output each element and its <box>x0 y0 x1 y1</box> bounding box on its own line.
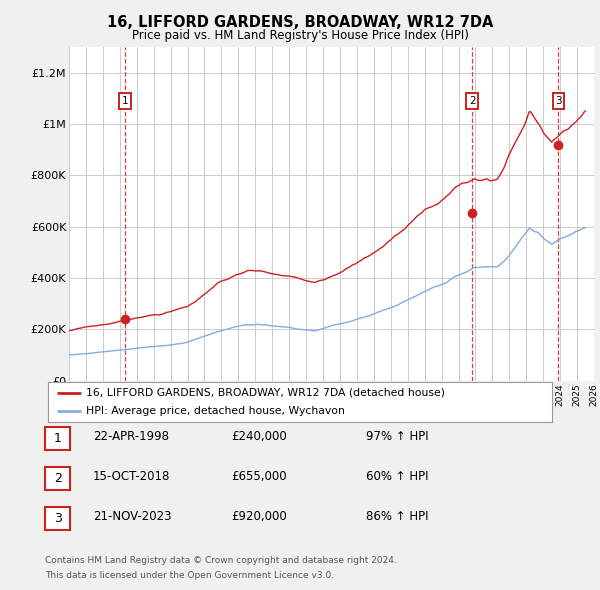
Text: 22-APR-1998: 22-APR-1998 <box>93 430 169 443</box>
Text: 60% ↑ HPI: 60% ↑ HPI <box>366 470 428 483</box>
Text: 2: 2 <box>469 96 475 106</box>
Text: Contains HM Land Registry data © Crown copyright and database right 2024.: Contains HM Land Registry data © Crown c… <box>45 556 397 565</box>
Text: 15-OCT-2018: 15-OCT-2018 <box>93 470 170 483</box>
Text: Price paid vs. HM Land Registry's House Price Index (HPI): Price paid vs. HM Land Registry's House … <box>131 30 469 42</box>
Text: £240,000: £240,000 <box>231 430 287 443</box>
Text: 16, LIFFORD GARDENS, BROADWAY, WR12 7DA: 16, LIFFORD GARDENS, BROADWAY, WR12 7DA <box>107 15 493 30</box>
Text: £920,000: £920,000 <box>231 510 287 523</box>
Text: 3: 3 <box>555 96 562 106</box>
Text: 21-NOV-2023: 21-NOV-2023 <box>93 510 172 523</box>
Text: 1: 1 <box>122 96 128 106</box>
Text: 86% ↑ HPI: 86% ↑ HPI <box>366 510 428 523</box>
Text: 3: 3 <box>53 512 62 525</box>
Text: HPI: Average price, detached house, Wychavon: HPI: Average price, detached house, Wych… <box>86 406 344 416</box>
Text: 97% ↑ HPI: 97% ↑ HPI <box>366 430 428 443</box>
Text: £655,000: £655,000 <box>231 470 287 483</box>
Text: 1: 1 <box>53 432 62 445</box>
Text: 2: 2 <box>53 472 62 485</box>
Text: 16, LIFFORD GARDENS, BROADWAY, WR12 7DA (detached house): 16, LIFFORD GARDENS, BROADWAY, WR12 7DA … <box>86 388 445 398</box>
Text: This data is licensed under the Open Government Licence v3.0.: This data is licensed under the Open Gov… <box>45 571 334 580</box>
